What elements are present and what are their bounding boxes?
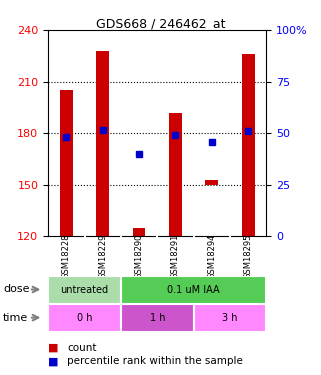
Text: GSM18294: GSM18294 xyxy=(207,233,216,279)
Text: 1 h: 1 h xyxy=(150,313,165,323)
Bar xyxy=(194,304,266,332)
Bar xyxy=(121,276,266,304)
Text: dose: dose xyxy=(3,285,30,294)
Text: count: count xyxy=(67,343,97,353)
Text: GSM18290: GSM18290 xyxy=(134,233,143,279)
Text: GDS668 / 246462_at: GDS668 / 246462_at xyxy=(96,17,225,30)
Text: 0.1 uM IAA: 0.1 uM IAA xyxy=(167,285,220,295)
Text: 0 h: 0 h xyxy=(77,313,92,323)
Bar xyxy=(96,51,109,236)
Bar xyxy=(242,54,255,236)
Bar xyxy=(121,304,194,332)
Bar xyxy=(205,180,218,185)
Bar xyxy=(60,90,73,236)
Text: GSM18229: GSM18229 xyxy=(98,233,107,279)
Bar xyxy=(169,112,182,236)
Bar xyxy=(48,304,121,332)
Text: GSM18295: GSM18295 xyxy=(244,233,253,279)
Bar xyxy=(48,276,121,304)
Bar xyxy=(133,228,145,236)
Text: GSM18228: GSM18228 xyxy=(62,233,71,279)
Text: percentile rank within the sample: percentile rank within the sample xyxy=(67,357,243,366)
Text: ■: ■ xyxy=(48,343,59,353)
Text: 3 h: 3 h xyxy=(222,313,238,323)
Text: time: time xyxy=(3,313,29,322)
Text: ■: ■ xyxy=(48,357,59,366)
Text: untreated: untreated xyxy=(60,285,108,295)
Text: GSM18291: GSM18291 xyxy=(171,233,180,279)
